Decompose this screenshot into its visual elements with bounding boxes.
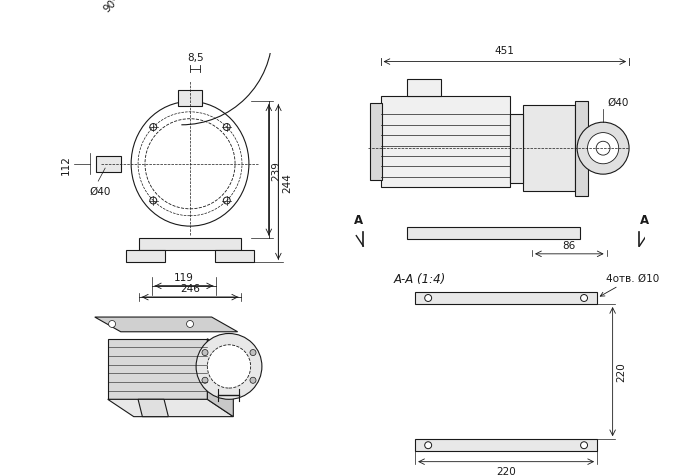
Text: 246: 246 xyxy=(180,283,200,293)
Circle shape xyxy=(425,295,432,302)
Circle shape xyxy=(207,345,251,388)
Text: 86: 86 xyxy=(563,241,576,251)
Text: 451: 451 xyxy=(495,46,514,56)
Text: A: A xyxy=(640,214,649,227)
Circle shape xyxy=(187,321,193,328)
Circle shape xyxy=(596,142,610,156)
Text: 220: 220 xyxy=(616,362,626,382)
Circle shape xyxy=(202,350,208,356)
Text: 8,5: 8,5 xyxy=(187,52,204,62)
Bar xyxy=(510,114,524,183)
Circle shape xyxy=(580,295,587,302)
Text: 239: 239 xyxy=(272,160,281,180)
Circle shape xyxy=(580,442,587,449)
Polygon shape xyxy=(94,317,238,332)
Circle shape xyxy=(250,350,256,356)
Circle shape xyxy=(587,133,619,164)
Bar xyxy=(407,228,580,239)
Bar xyxy=(575,101,587,197)
Bar xyxy=(215,251,254,263)
Circle shape xyxy=(250,377,256,384)
Bar xyxy=(407,80,441,97)
Bar xyxy=(139,239,241,251)
Text: A-A (1:4): A-A (1:4) xyxy=(393,272,446,286)
Bar xyxy=(524,106,575,192)
Bar xyxy=(415,292,597,305)
Text: Ø40: Ø40 xyxy=(90,186,111,196)
Text: 90°: 90° xyxy=(102,0,122,15)
Polygon shape xyxy=(108,399,233,417)
Text: 4отв. Ø10: 4отв. Ø10 xyxy=(601,274,659,297)
Bar xyxy=(126,251,165,263)
Circle shape xyxy=(425,442,432,449)
Text: A: A xyxy=(354,214,363,227)
Text: 244: 244 xyxy=(282,173,292,192)
Polygon shape xyxy=(138,399,169,417)
Text: 119: 119 xyxy=(174,272,194,282)
Bar xyxy=(97,157,120,172)
Text: 220: 220 xyxy=(496,466,516,476)
Bar xyxy=(381,97,510,188)
Circle shape xyxy=(577,123,629,175)
Circle shape xyxy=(202,377,208,384)
Polygon shape xyxy=(207,339,233,417)
Bar xyxy=(415,439,597,451)
Circle shape xyxy=(196,334,262,399)
Bar xyxy=(370,104,382,181)
Polygon shape xyxy=(108,339,207,399)
Circle shape xyxy=(108,321,116,328)
Bar xyxy=(178,91,202,107)
Text: 112: 112 xyxy=(60,155,71,174)
Text: Ø40: Ø40 xyxy=(608,98,629,108)
